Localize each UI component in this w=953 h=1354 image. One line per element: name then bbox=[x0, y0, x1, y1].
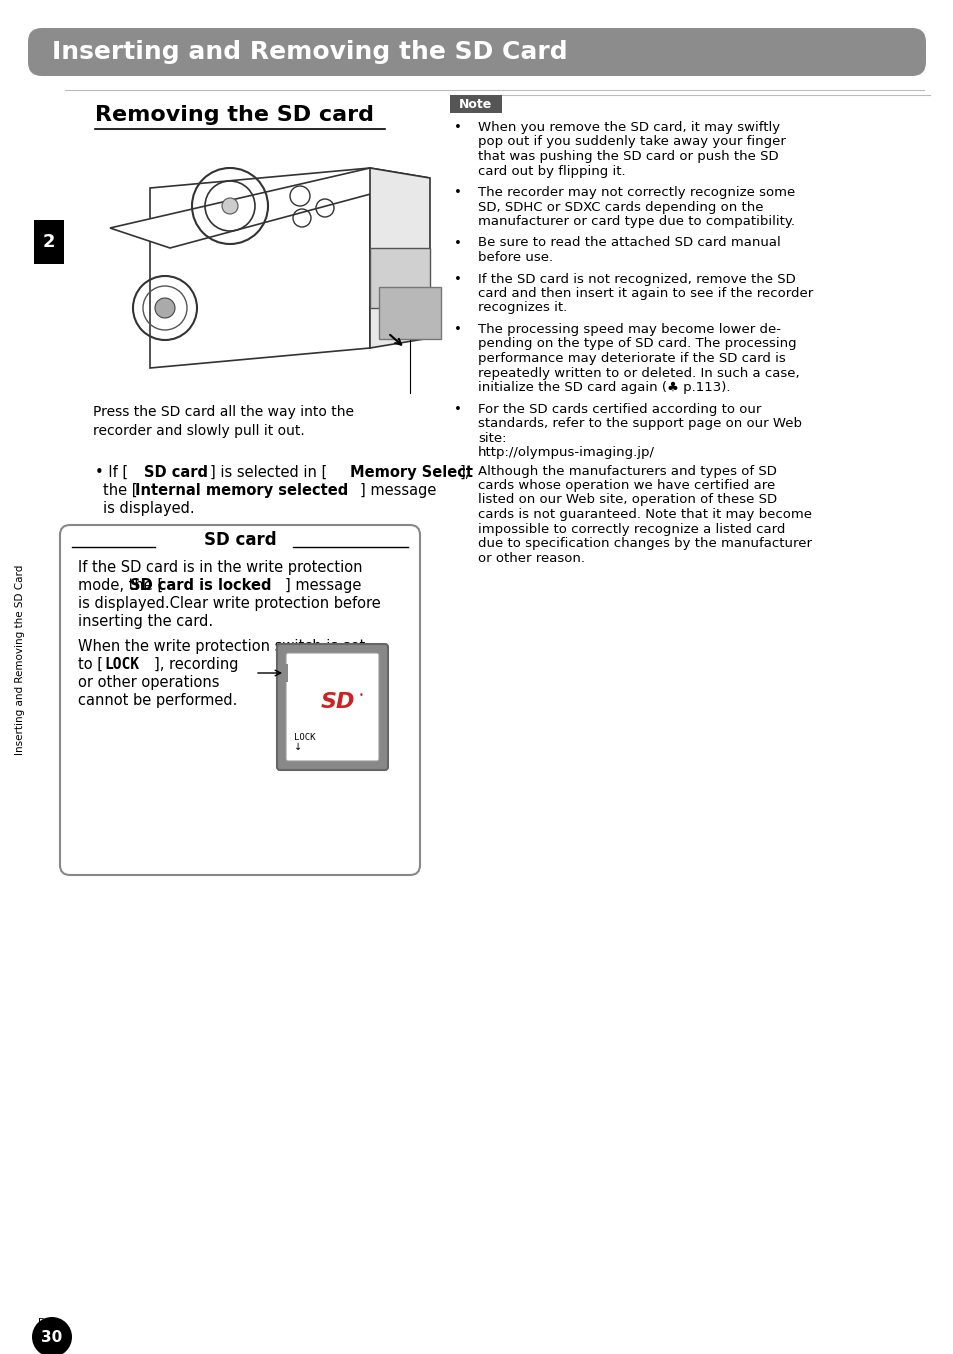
Text: •: • bbox=[454, 121, 461, 134]
Text: cannot be performed.: cannot be performed. bbox=[78, 693, 237, 708]
Text: 2: 2 bbox=[43, 233, 55, 250]
Text: Memory Select: Memory Select bbox=[350, 464, 473, 481]
Text: ] message: ] message bbox=[359, 483, 436, 498]
FancyBboxPatch shape bbox=[28, 28, 925, 76]
Polygon shape bbox=[370, 168, 430, 348]
Text: If the SD card is not recognized, remove the SD: If the SD card is not recognized, remove… bbox=[477, 272, 795, 286]
Text: ], recording: ], recording bbox=[153, 657, 238, 672]
Text: •: • bbox=[454, 402, 461, 416]
Polygon shape bbox=[110, 168, 430, 248]
Text: •: • bbox=[358, 691, 363, 700]
Text: repeatedly written to or deleted. In such a case,: repeatedly written to or deleted. In suc… bbox=[477, 367, 799, 379]
Text: is displayed.Clear write protection before: is displayed.Clear write protection befo… bbox=[78, 596, 380, 611]
Text: For the SD cards certified according to our: For the SD cards certified according to … bbox=[477, 402, 760, 416]
Text: cards whose operation we have certified are: cards whose operation we have certified … bbox=[477, 479, 775, 492]
Text: recognizes it.: recognizes it. bbox=[477, 302, 567, 314]
Text: EN: EN bbox=[38, 1317, 52, 1328]
Text: •: • bbox=[454, 237, 461, 249]
FancyBboxPatch shape bbox=[60, 525, 419, 875]
Text: Press the SD card all the way into the
recorder and slowly pull it out.: Press the SD card all the way into the r… bbox=[92, 405, 354, 439]
Text: ] message: ] message bbox=[285, 578, 361, 593]
Bar bbox=[450, 95, 501, 112]
Text: LOCK: LOCK bbox=[104, 657, 139, 672]
Text: manufacturer or card type due to compatibility.: manufacturer or card type due to compati… bbox=[477, 215, 794, 227]
Text: LOCK: LOCK bbox=[294, 733, 315, 742]
Text: Internal memory selected: Internal memory selected bbox=[135, 483, 348, 498]
Text: that was pushing the SD card or push the SD: that was pushing the SD card or push the… bbox=[477, 150, 778, 162]
Text: impossible to correctly recognize a listed card: impossible to correctly recognize a list… bbox=[477, 523, 784, 535]
Text: Inserting and Removing the SD Card: Inserting and Removing the SD Card bbox=[52, 41, 567, 64]
Text: the [: the [ bbox=[103, 483, 137, 498]
Circle shape bbox=[154, 298, 174, 318]
FancyBboxPatch shape bbox=[276, 645, 388, 770]
Text: When the write protection switch is set: When the write protection switch is set bbox=[78, 639, 365, 654]
Text: card out by flipping it.: card out by flipping it. bbox=[477, 164, 625, 177]
Text: • If [: • If [ bbox=[95, 464, 128, 481]
Text: If the SD card is in the write protection: If the SD card is in the write protectio… bbox=[78, 561, 362, 575]
Text: SD: SD bbox=[320, 692, 355, 712]
Text: ],: ], bbox=[459, 464, 470, 481]
Text: performance may deteriorate if the SD card is: performance may deteriorate if the SD ca… bbox=[477, 352, 785, 366]
Text: http://olympus-imaging.jp/: http://olympus-imaging.jp/ bbox=[477, 445, 655, 459]
Text: SD card: SD card bbox=[144, 464, 208, 481]
Text: pop out if you suddenly take away your finger: pop out if you suddenly take away your f… bbox=[477, 135, 785, 149]
Text: Inserting and Removing the SD Card: Inserting and Removing the SD Card bbox=[15, 565, 25, 756]
Text: The processing speed may become lower de-: The processing speed may become lower de… bbox=[477, 324, 781, 336]
Text: site:: site: bbox=[477, 432, 506, 444]
Text: before use.: before use. bbox=[477, 250, 553, 264]
Text: SD, SDHC or SDXC cards depending on the: SD, SDHC or SDXC cards depending on the bbox=[477, 200, 762, 214]
Text: inserting the card.: inserting the card. bbox=[78, 613, 213, 630]
Bar bbox=[277, 663, 288, 682]
Text: pending on the type of SD card. The processing: pending on the type of SD card. The proc… bbox=[477, 337, 796, 351]
Text: SD card is locked: SD card is locked bbox=[130, 578, 272, 593]
Text: is displayed.: is displayed. bbox=[103, 501, 194, 516]
Text: listed on our Web site, operation of these SD: listed on our Web site, operation of the… bbox=[477, 493, 777, 506]
Text: due to specification changes by the manufacturer: due to specification changes by the manu… bbox=[477, 538, 811, 550]
Text: Removing the SD card: Removing the SD card bbox=[95, 106, 374, 125]
Text: or other reason.: or other reason. bbox=[477, 551, 584, 565]
Text: •: • bbox=[454, 272, 461, 286]
Text: card and then insert it again to see if the recorder: card and then insert it again to see if … bbox=[477, 287, 812, 301]
Text: standards, refer to the support page on our Web: standards, refer to the support page on … bbox=[477, 417, 801, 431]
Text: •: • bbox=[454, 185, 461, 199]
Text: initialize the SD card again (♣ p.113).: initialize the SD card again (♣ p.113). bbox=[477, 380, 730, 394]
Bar bbox=[34, 219, 64, 264]
Text: Be sure to read the attached SD card manual: Be sure to read the attached SD card man… bbox=[477, 237, 780, 249]
Text: When you remove the SD card, it may swiftly: When you remove the SD card, it may swif… bbox=[477, 121, 780, 134]
Text: mode, the [: mode, the [ bbox=[78, 578, 163, 593]
Text: or other operations: or other operations bbox=[78, 676, 219, 691]
Text: •: • bbox=[454, 324, 461, 336]
Text: to [: to [ bbox=[78, 657, 103, 672]
Polygon shape bbox=[150, 168, 370, 368]
Circle shape bbox=[32, 1317, 71, 1354]
Text: Although the manufacturers and types of SD: Although the manufacturers and types of … bbox=[477, 464, 776, 478]
Text: SD card: SD card bbox=[204, 531, 276, 548]
Text: cards is not guaranteed. Note that it may become: cards is not guaranteed. Note that it ma… bbox=[477, 508, 811, 521]
Circle shape bbox=[222, 198, 237, 214]
Bar bbox=[370, 248, 430, 307]
Text: ] is selected in [: ] is selected in [ bbox=[210, 464, 327, 481]
Text: ↓: ↓ bbox=[294, 742, 302, 751]
Text: Note: Note bbox=[459, 97, 492, 111]
FancyBboxPatch shape bbox=[286, 653, 378, 761]
Text: The recorder may not correctly recognize some: The recorder may not correctly recognize… bbox=[477, 185, 795, 199]
Text: 30: 30 bbox=[41, 1330, 63, 1345]
FancyBboxPatch shape bbox=[378, 287, 440, 338]
